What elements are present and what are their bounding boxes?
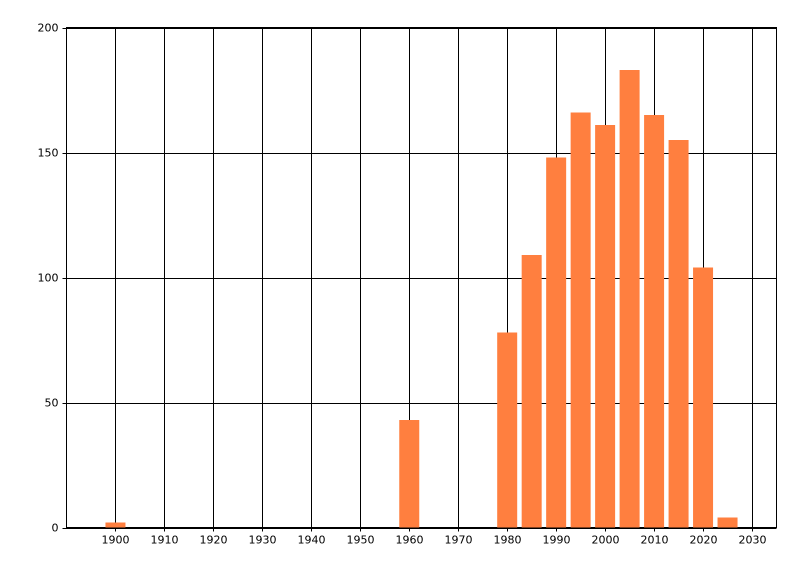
bar <box>619 70 640 528</box>
x-tick-label: 1980 <box>494 534 522 547</box>
x-tick-label: 1990 <box>543 534 571 547</box>
x-tick-label: 2030 <box>739 534 767 547</box>
x-tick-label: 2000 <box>592 534 620 547</box>
x-tick-label: 2020 <box>690 534 718 547</box>
bar <box>595 125 616 528</box>
x-tick-label: 2010 <box>641 534 669 547</box>
x-tick-label: 1900 <box>102 534 130 547</box>
x-tick-label: 1960 <box>396 534 424 547</box>
bar <box>521 255 542 528</box>
x-tick-label: 1920 <box>200 534 228 547</box>
bar <box>546 157 567 528</box>
bar <box>570 112 591 528</box>
bar <box>717 517 738 528</box>
y-tick-label: 200 <box>38 22 59 35</box>
x-tick-label: 1930 <box>249 534 277 547</box>
y-tick-label: 100 <box>38 272 59 285</box>
bar <box>644 115 665 528</box>
y-tick-label: 50 <box>45 397 59 410</box>
y-tick-label: 150 <box>38 147 59 160</box>
plot-frame <box>66 27 777 528</box>
x-tick-label: 1910 <box>151 534 179 547</box>
bar <box>105 522 126 528</box>
y-tick-label: 0 <box>52 522 59 535</box>
bar <box>693 267 714 528</box>
x-tick-label: 1940 <box>298 534 326 547</box>
bar <box>668 140 689 528</box>
bar <box>497 332 518 528</box>
x-tick-label: 1970 <box>445 534 473 547</box>
bar <box>399 420 420 528</box>
x-tick-label: 1950 <box>347 534 375 547</box>
